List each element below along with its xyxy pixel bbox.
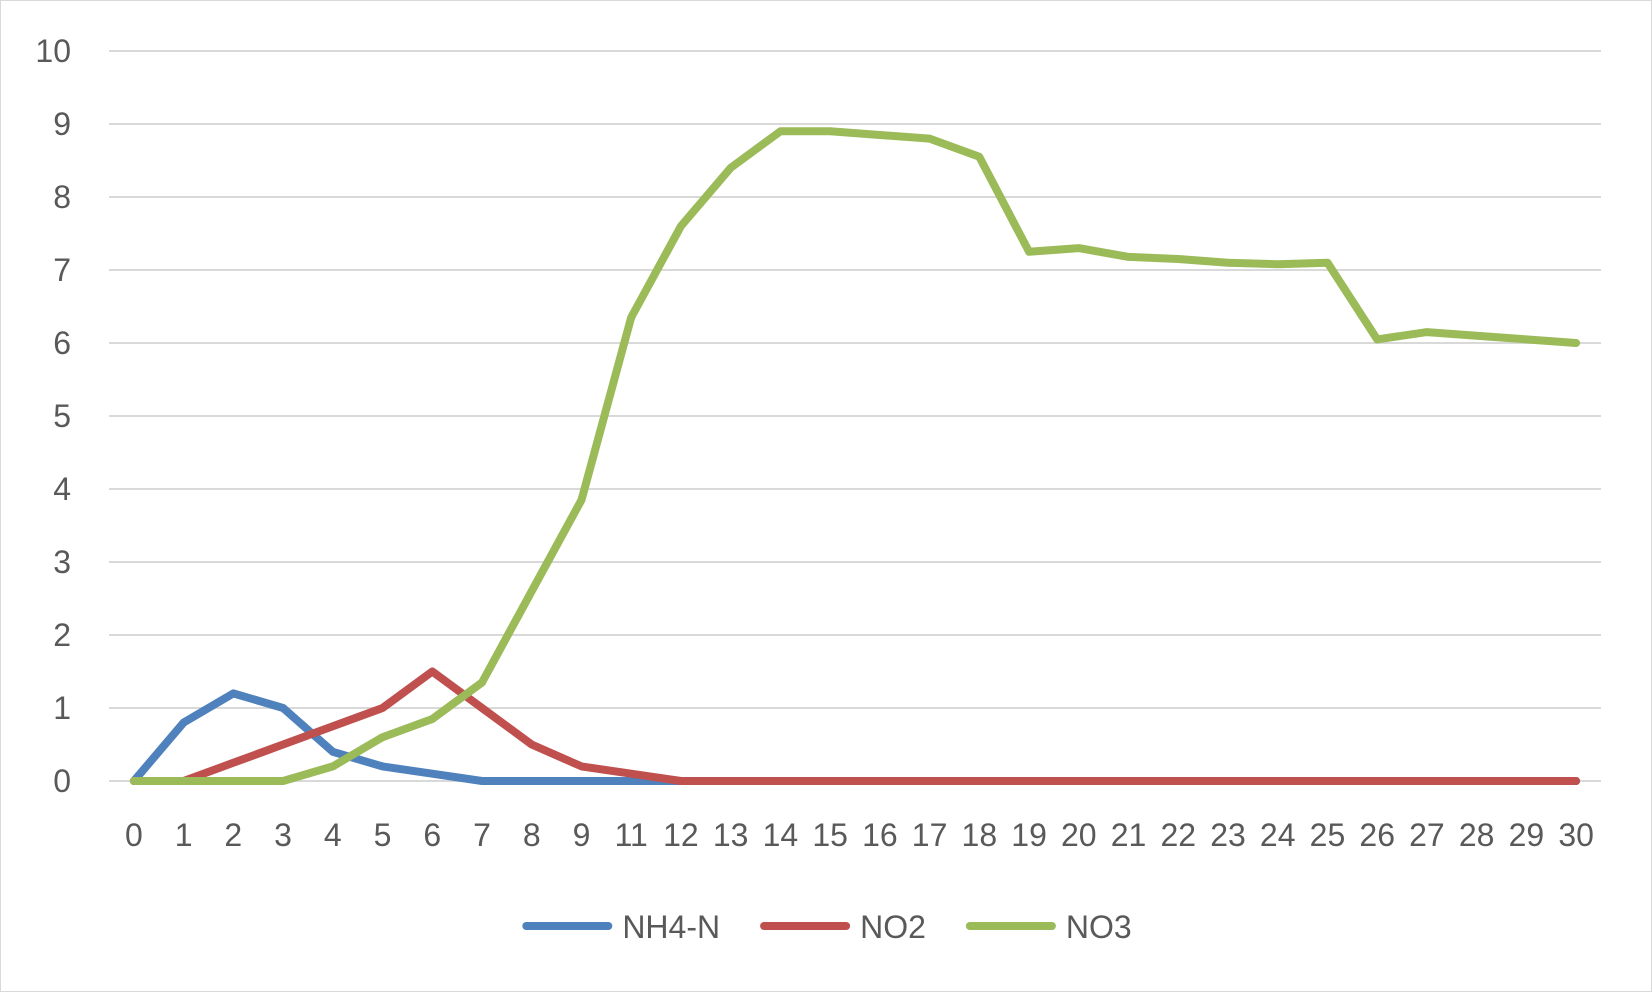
x-tick-label: 16 <box>862 817 898 853</box>
x-tick-label: 7 <box>473 817 491 853</box>
x-tick-label: 28 <box>1459 817 1495 853</box>
x-tick-label: 4 <box>324 817 342 853</box>
x-tick-label: 14 <box>763 817 799 853</box>
y-tick-label: 4 <box>53 471 71 507</box>
x-tick-label: 27 <box>1409 817 1445 853</box>
series-line-nh4-n <box>129 689 1581 785</box>
x-tick-label: 20 <box>1061 817 1097 853</box>
y-tick-label: 5 <box>53 398 71 434</box>
x-axis-tick-labels: 0 1 2 3 4 5 6 7 8 9 11 12 13 14 15 16 17 18 19 20 21 22 23 24 25… <box>125 817 1594 853</box>
y-tick-label: 0 <box>53 763 71 799</box>
x-tick-label: 3 <box>274 817 292 853</box>
x-tick-label: 5 <box>374 817 392 853</box>
legend-item: NO2 <box>760 909 926 945</box>
x-tick-label: 13 <box>713 817 749 853</box>
x-tick-label: 29 <box>1509 817 1545 853</box>
y-axis-tick-labels: 0 1 2 3 4 5 6 7 8 9 10 <box>35 33 71 799</box>
x-tick-label: 11 <box>615 817 648 853</box>
legend-label: NO2 <box>860 909 926 945</box>
x-tick-label: 24 <box>1260 817 1296 853</box>
legend-item: NH4-N <box>522 909 720 945</box>
series-line-no3 <box>129 127 1581 785</box>
gridlines <box>109 50 1601 782</box>
series-lines <box>129 127 1581 785</box>
y-tick-label: 2 <box>53 617 71 653</box>
x-tick-label: 23 <box>1210 817 1246 853</box>
x-tick-label: 25 <box>1310 817 1346 853</box>
y-tick-label: 8 <box>53 179 71 215</box>
legend-item: NO3 <box>965 909 1132 945</box>
x-tick-label: 15 <box>812 817 848 853</box>
y-tick-label: 9 <box>53 106 71 142</box>
y-tick-label: 10 <box>35 33 71 69</box>
x-tick-label: 8 <box>523 817 541 853</box>
series-line-no2 <box>129 667 1581 785</box>
x-tick-label: 21 <box>1111 817 1147 853</box>
y-tick-label: 3 <box>53 544 71 580</box>
x-tick-label: 1 <box>175 817 193 853</box>
x-tick-label: 6 <box>423 817 441 853</box>
x-tick-label: 18 <box>962 817 998 853</box>
y-tick-label: 1 <box>53 690 71 726</box>
y-tick-label: 7 <box>53 252 71 288</box>
x-tick-label: 9 <box>573 817 591 853</box>
x-tick-label: 30 <box>1558 817 1594 853</box>
legend: NH4-N NO2 NO3 <box>522 909 1132 945</box>
y-tick-label: 6 <box>53 325 71 361</box>
x-tick-label: 2 <box>224 817 242 853</box>
x-tick-label: 12 <box>663 817 699 853</box>
x-tick-label: 17 <box>912 817 948 853</box>
legend-label: NO3 <box>1066 909 1132 945</box>
x-tick-label: 19 <box>1011 817 1047 853</box>
x-tick-label: 22 <box>1160 817 1196 853</box>
x-tick-label: 26 <box>1359 817 1395 853</box>
x-tick-label: 0 <box>125 817 143 853</box>
legend-label: NH4-N <box>622 909 720 945</box>
